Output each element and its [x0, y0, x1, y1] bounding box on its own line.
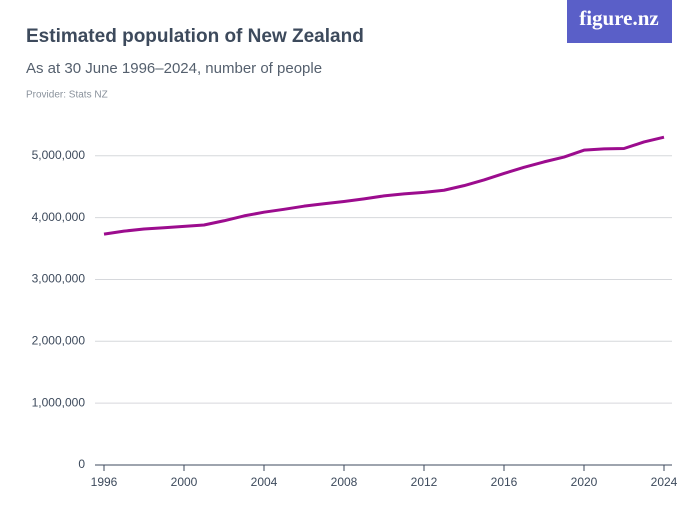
y-tick-label: 2,000,000	[32, 333, 86, 347]
y-tick-label: 5,000,000	[32, 148, 86, 162]
x-tick-label: 2012	[411, 475, 438, 489]
x-tick-label: 2024	[651, 475, 678, 489]
chart-subtitle: As at 30 June 1996–2024, number of peopl…	[26, 60, 322, 77]
y-tick-label: 3,000,000	[32, 272, 86, 286]
x-tick-label: 2004	[251, 475, 278, 489]
y-tick-label: 4,000,000	[32, 210, 86, 224]
x-tick-label: 2016	[491, 475, 518, 489]
y-tick-label: 0	[78, 457, 85, 471]
provider: Provider: Stats NZ	[26, 90, 108, 101]
y-tick-label: 1,000,000	[32, 395, 86, 409]
logo-box	[567, 0, 672, 43]
x-tick-label: 2020	[571, 475, 598, 489]
x-tick-label: 2000	[171, 475, 198, 489]
data-line	[103, 135, 665, 236]
logo: figure.nz	[579, 6, 659, 30]
x-tick-label: 1996	[91, 475, 118, 489]
x-tick-label: 2008	[331, 475, 358, 489]
chart-title: Estimated population of New Zealand	[26, 26, 364, 47]
